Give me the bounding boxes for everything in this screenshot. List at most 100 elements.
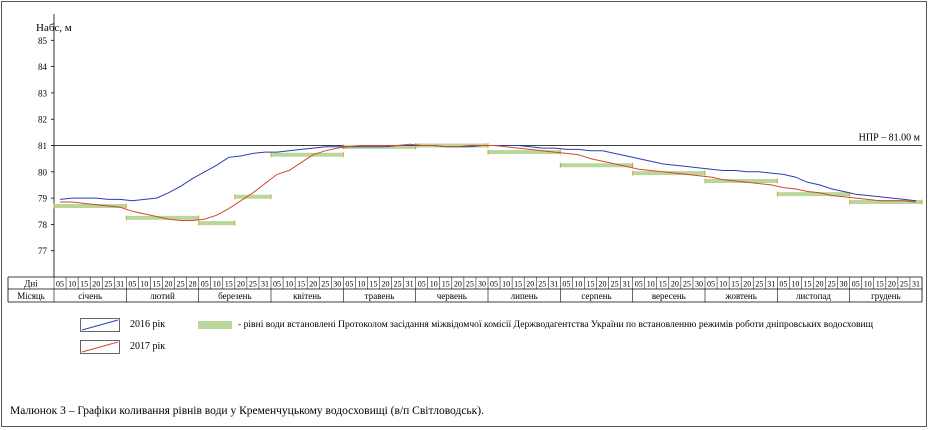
legend-protocol-swatch bbox=[198, 321, 232, 329]
month-label: вересень bbox=[652, 291, 686, 301]
day-label: 30 bbox=[333, 280, 341, 289]
y-tick-label: 77 bbox=[38, 246, 48, 256]
day-label: 15 bbox=[369, 280, 377, 289]
month-label: березень bbox=[218, 291, 252, 301]
day-label: 28 bbox=[189, 280, 197, 289]
month-label: липень bbox=[511, 291, 538, 301]
day-label: 25 bbox=[104, 280, 112, 289]
day-label: 10 bbox=[502, 280, 510, 289]
day-label: 10 bbox=[719, 280, 727, 289]
y-tick-label: 85 bbox=[38, 36, 48, 46]
days-row-label: Дні bbox=[24, 279, 38, 289]
series-2017-line bbox=[60, 143, 917, 221]
day-label: 25 bbox=[394, 280, 402, 289]
day-label: 20 bbox=[309, 280, 317, 289]
day-label: 31 bbox=[550, 280, 558, 289]
day-label: 25 bbox=[249, 280, 257, 289]
day-label: 15 bbox=[659, 280, 667, 289]
day-label: 05 bbox=[852, 280, 860, 289]
month-label: червень bbox=[437, 291, 467, 301]
day-label: 15 bbox=[80, 280, 88, 289]
y-tick-label: 82 bbox=[38, 115, 47, 125]
day-label: 15 bbox=[803, 280, 811, 289]
day-label: 20 bbox=[599, 280, 607, 289]
day-label: 10 bbox=[68, 280, 76, 289]
day-label: 31 bbox=[912, 280, 920, 289]
day-label: 15 bbox=[876, 280, 884, 289]
day-label: 10 bbox=[791, 280, 799, 289]
day-label: 05 bbox=[779, 280, 787, 289]
legend-2017-label: 2017 рік bbox=[130, 341, 166, 352]
month-label: травень bbox=[365, 291, 395, 301]
day-label: 05 bbox=[345, 280, 353, 289]
day-label: 20 bbox=[816, 280, 824, 289]
figure-caption: Малюнок 3 – Графіки коливання рівнів вод… bbox=[10, 405, 484, 417]
day-label: 15 bbox=[225, 280, 233, 289]
month-label: грудень bbox=[871, 291, 901, 301]
day-label: 25 bbox=[466, 280, 474, 289]
day-label: 20 bbox=[165, 280, 173, 289]
day-label: 31 bbox=[406, 280, 414, 289]
legend-2016-label: 2016 рік bbox=[130, 319, 166, 330]
legend-2017-swatch bbox=[80, 340, 120, 354]
day-label: 20 bbox=[888, 280, 896, 289]
legend-protocol-label: - рівні води встановлені Протоколом засі… bbox=[238, 319, 874, 330]
day-label: 10 bbox=[213, 280, 221, 289]
day-label: 25 bbox=[828, 280, 836, 289]
day-label: 10 bbox=[357, 280, 365, 289]
day-label: 10 bbox=[574, 280, 582, 289]
day-label: 05 bbox=[56, 280, 64, 289]
month-row-label: Місяць bbox=[17, 291, 45, 301]
day-label: 20 bbox=[237, 280, 245, 289]
day-label: 15 bbox=[731, 280, 739, 289]
day-label: 20 bbox=[92, 280, 100, 289]
day-label: 20 bbox=[743, 280, 751, 289]
day-label: 31 bbox=[767, 280, 775, 289]
day-label: 20 bbox=[526, 280, 534, 289]
y-tick-label: 78 bbox=[38, 220, 48, 230]
y-tick-label: 84 bbox=[38, 62, 48, 72]
day-label: 15 bbox=[152, 280, 160, 289]
day-label: 30 bbox=[478, 280, 486, 289]
day-label: 15 bbox=[297, 280, 305, 289]
day-label: 05 bbox=[201, 280, 209, 289]
day-label: 10 bbox=[430, 280, 438, 289]
day-label: 05 bbox=[128, 280, 136, 289]
day-label: 31 bbox=[116, 280, 124, 289]
day-label: 05 bbox=[635, 280, 643, 289]
day-label: 15 bbox=[442, 280, 450, 289]
day-label: 31 bbox=[261, 280, 269, 289]
npr-reference-label: НПР – 81.00 м bbox=[859, 133, 921, 144]
day-label: 10 bbox=[647, 280, 655, 289]
y-tick-label: 83 bbox=[38, 88, 48, 98]
y-axis-label: Hабс, м bbox=[36, 22, 72, 34]
day-label: 10 bbox=[864, 280, 872, 289]
month-label: листопад bbox=[796, 291, 831, 301]
day-label: 25 bbox=[611, 280, 619, 289]
day-label: 05 bbox=[273, 280, 281, 289]
legend-2016-swatch bbox=[80, 318, 120, 332]
y-tick-label: 79 bbox=[38, 194, 48, 204]
day-label: 20 bbox=[454, 280, 462, 289]
y-tick-label: 80 bbox=[38, 167, 48, 177]
day-label: 20 bbox=[382, 280, 390, 289]
day-label: 25 bbox=[755, 280, 763, 289]
day-label: 05 bbox=[562, 280, 570, 289]
day-label: 10 bbox=[140, 280, 148, 289]
day-label: 25 bbox=[683, 280, 691, 289]
day-label: 10 bbox=[285, 280, 293, 289]
day-label: 25 bbox=[900, 280, 908, 289]
y-tick-label: 81 bbox=[38, 141, 47, 151]
month-label: квітень bbox=[293, 291, 321, 301]
day-label: 15 bbox=[514, 280, 522, 289]
month-label: жовтень bbox=[724, 291, 756, 301]
day-label: 05 bbox=[707, 280, 715, 289]
month-label: серпень bbox=[581, 291, 611, 301]
day-label: 25 bbox=[321, 280, 329, 289]
day-label: 25 bbox=[538, 280, 546, 289]
day-label: 05 bbox=[418, 280, 426, 289]
day-label: 20 bbox=[671, 280, 679, 289]
day-label: 15 bbox=[586, 280, 594, 289]
